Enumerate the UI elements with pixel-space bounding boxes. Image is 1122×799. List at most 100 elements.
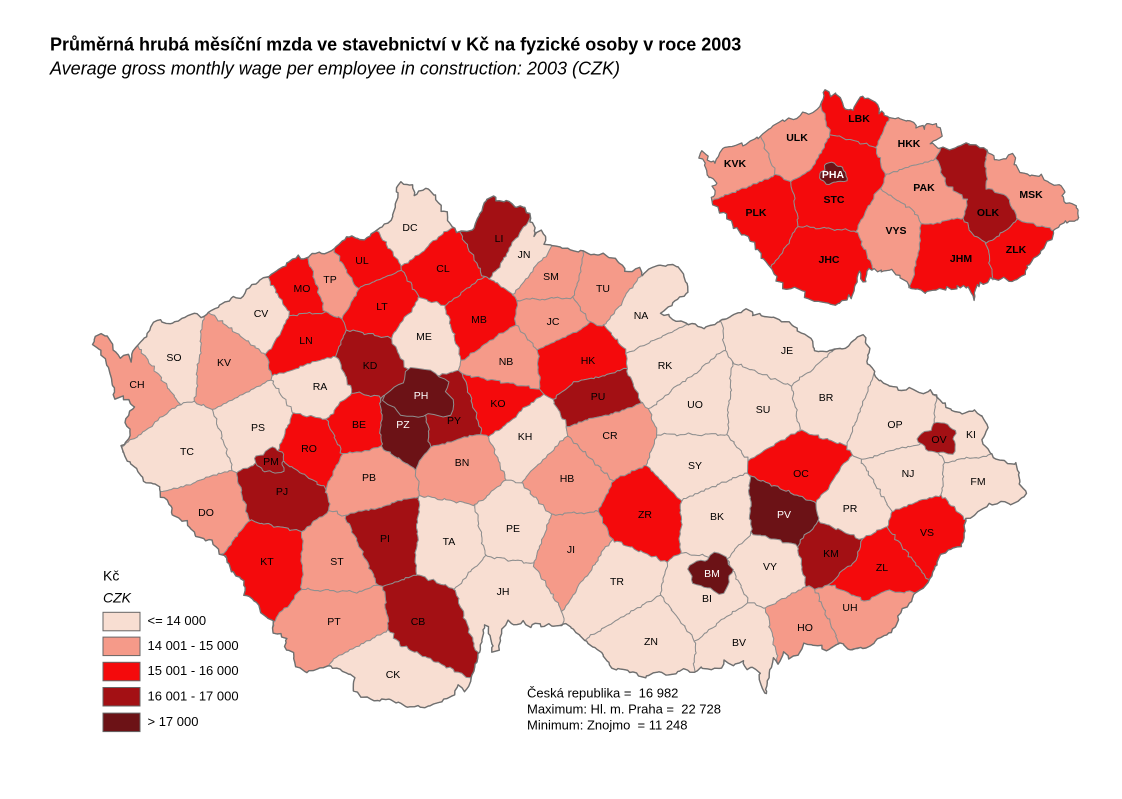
svg-text:PE: PE (506, 523, 520, 535)
svg-text:Česká republika = 16 982: Česká republika = 16 982 (527, 686, 678, 701)
svg-text:BN: BN (455, 457, 470, 469)
svg-text:TA: TA (443, 536, 456, 548)
svg-text:PB: PB (362, 472, 376, 484)
svg-text:RO: RO (301, 443, 317, 455)
svg-text:SU: SU (756, 404, 771, 416)
svg-text:DC: DC (402, 222, 418, 234)
svg-text:RK: RK (658, 360, 673, 372)
svg-text:OLK: OLK (977, 207, 1000, 219)
svg-text:PU: PU (591, 391, 606, 403)
svg-text:OC: OC (793, 468, 809, 480)
svg-text:VYS: VYS (885, 225, 906, 237)
svg-text:CL: CL (436, 263, 450, 275)
svg-text:BK: BK (710, 511, 724, 523)
svg-text:JN: JN (518, 249, 531, 261)
svg-text:STC: STC (824, 194, 845, 206)
svg-text:PR: PR (843, 503, 858, 515)
svg-text:PY: PY (447, 415, 461, 427)
svg-text:Maximum: Hl. m. Praha = 22 72: Maximum: Hl. m. Praha = 22 728 (527, 702, 721, 717)
svg-text:RA: RA (313, 381, 328, 393)
svg-text:PLK: PLK (746, 207, 767, 219)
svg-text:JHC: JHC (818, 254, 839, 266)
svg-text:PH: PH (414, 390, 429, 402)
svg-text:PAK: PAK (913, 182, 935, 194)
svg-text:TU: TU (596, 283, 610, 295)
svg-text:PI: PI (380, 533, 390, 545)
svg-text:HO: HO (797, 622, 813, 634)
svg-text:OV: OV (931, 434, 946, 446)
svg-text:TR: TR (610, 576, 624, 588)
svg-text:TP: TP (323, 274, 336, 286)
svg-text:KD: KD (363, 360, 378, 372)
svg-text:BR: BR (819, 392, 834, 404)
svg-text:CV: CV (254, 308, 269, 320)
svg-text:CZK: CZK (103, 590, 132, 606)
svg-text:LI: LI (495, 233, 504, 245)
svg-text:ULK: ULK (786, 132, 808, 144)
svg-text:ST: ST (330, 556, 344, 568)
svg-text:SO: SO (166, 352, 181, 364)
svg-text:CR: CR (602, 430, 618, 442)
svg-text:Průměrná hrubá měsíční mzda ve: Průměrná hrubá měsíční mzda ve stavebnic… (50, 35, 741, 55)
svg-text:PS: PS (251, 422, 265, 434)
svg-text:14 001 - 15 000: 14 001 - 15 000 (148, 638, 239, 653)
svg-text:MO: MO (294, 283, 311, 295)
svg-text:NJ: NJ (902, 468, 915, 480)
svg-text:SY: SY (688, 460, 702, 472)
svg-text:VS: VS (920, 527, 934, 539)
svg-text:PV: PV (777, 509, 791, 521)
svg-text:ZN: ZN (644, 636, 658, 648)
svg-text:16 001 - 17 000: 16 001 - 17 000 (148, 688, 239, 703)
svg-text:PJ: PJ (276, 486, 288, 498)
svg-text:HKK: HKK (898, 138, 921, 150)
svg-text:KVK: KVK (724, 158, 747, 170)
svg-text:JI: JI (567, 544, 575, 556)
svg-text:KV: KV (217, 357, 231, 369)
svg-text:MB: MB (471, 314, 487, 326)
svg-text:VY: VY (763, 561, 777, 573)
svg-text:OP: OP (887, 419, 902, 431)
svg-text:UH: UH (842, 602, 857, 614)
svg-text:LT: LT (376, 301, 388, 313)
svg-text:BE: BE (352, 419, 366, 431)
svg-text:KH: KH (518, 431, 533, 443)
svg-text:PT: PT (327, 616, 341, 628)
svg-text:CB: CB (411, 616, 426, 628)
svg-text:JC: JC (547, 316, 560, 328)
svg-text:ZL: ZL (876, 562, 888, 574)
svg-text:CK: CK (386, 669, 401, 681)
svg-text:CH: CH (129, 379, 144, 391)
svg-text:NB: NB (499, 356, 514, 368)
svg-text:SM: SM (543, 271, 559, 283)
svg-text:UO: UO (687, 399, 703, 411)
svg-text:JHM: JHM (950, 253, 972, 265)
svg-text:Minimum: Znojmo = 11 248: Minimum: Znojmo = 11 248 (527, 717, 688, 732)
svg-text:PZ: PZ (396, 419, 410, 431)
svg-text:PM: PM (263, 456, 279, 468)
svg-text:BM: BM (704, 568, 720, 580)
svg-text:KO: KO (490, 398, 505, 410)
svg-text:<= 14 000: <= 14 000 (148, 613, 207, 628)
svg-text:HB: HB (560, 473, 575, 485)
svg-text:> 17 000: > 17 000 (148, 714, 199, 729)
svg-text:JH: JH (497, 586, 510, 598)
svg-text:KM: KM (823, 548, 839, 560)
svg-text:Average gross monthly wage per: Average gross monthly wage per employee … (49, 59, 620, 79)
svg-text:DO: DO (198, 507, 214, 519)
svg-text:MSK: MSK (1019, 189, 1043, 201)
svg-text:NA: NA (634, 310, 649, 322)
svg-text:ZR: ZR (638, 509, 652, 521)
svg-text:FM: FM (970, 476, 985, 488)
svg-text:UL: UL (355, 255, 369, 267)
svg-text:LN: LN (299, 335, 312, 347)
svg-text:TC: TC (180, 446, 194, 458)
svg-text:15 001 - 16 000: 15 001 - 16 000 (148, 663, 239, 678)
svg-text:HK: HK (581, 355, 596, 367)
svg-text:LBK: LBK (848, 113, 870, 125)
svg-text:ME: ME (416, 331, 432, 343)
svg-text:BI: BI (702, 593, 712, 605)
svg-text:ZLK: ZLK (1006, 244, 1027, 256)
svg-text:PHA: PHA (822, 169, 845, 181)
svg-text:Kč: Kč (103, 568, 119, 584)
svg-text:BV: BV (732, 637, 746, 649)
